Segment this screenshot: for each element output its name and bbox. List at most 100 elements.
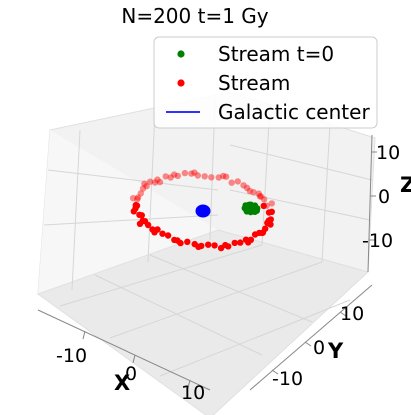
point-stream-8 [188, 170, 195, 177]
legend-label-stream-t0: Stream t=0 [218, 42, 334, 66]
point-stream-43 [231, 239, 238, 247]
point-stream-42 [205, 241, 212, 248]
y-tick-label: -10 [272, 368, 303, 390]
point-stream-50 [181, 169, 189, 177]
point-stream-14 [134, 196, 141, 203]
grid-line [229, 189, 371, 221]
point-stream-52 [139, 185, 147, 192]
x-tick [187, 379, 191, 389]
grid-line [147, 111, 156, 263]
x-tick [82, 330, 86, 340]
point-stream-73 [174, 237, 181, 244]
y-tick [304, 341, 312, 347]
y-tick-label: 0 [313, 337, 325, 359]
point-stream-11 [151, 179, 159, 186]
grid-line [94, 274, 263, 356]
point-stream-78 [267, 221, 274, 228]
legend-label-galactic-center: Galactic center [218, 100, 370, 124]
point-stream-35 [167, 174, 174, 181]
x-tick [132, 354, 136, 364]
y-axis-line [249, 284, 373, 391]
y-axis-label: Y [327, 339, 344, 363]
point-stream-34 [194, 172, 201, 179]
z-tick-label: 10 [376, 142, 400, 164]
grid-lines [43, 99, 373, 377]
point-stream-5 [228, 179, 235, 186]
grid-line [43, 214, 219, 226]
grid-line [321, 123, 331, 263]
point-stream-69 [129, 195, 137, 202]
point-stream-12 [143, 182, 150, 190]
x-tick-label: 10 [181, 382, 205, 404]
point-stream-71 [136, 220, 144, 227]
point-stream-19 [159, 230, 166, 237]
z-axis-label: Z [400, 173, 411, 197]
point-stream-3 [250, 189, 257, 196]
z-tick-label: -10 [362, 230, 393, 252]
y-tick [339, 311, 347, 317]
point-stream-62 [255, 190, 262, 197]
point-stream-21 [184, 238, 191, 245]
point-stream-74 [195, 243, 202, 250]
point-stream-6 [215, 174, 222, 181]
point-stream-75 [222, 241, 229, 249]
grid-line [149, 254, 313, 323]
point-stream-9 [174, 172, 181, 180]
x-tick-label: -10 [56, 345, 87, 367]
point-galactic-center-0 [195, 204, 211, 218]
legend-label-stream: Stream [218, 71, 290, 95]
point-stream-66 [171, 171, 178, 178]
grid-line [229, 144, 373, 181]
point-stream-76 [245, 239, 252, 246]
point-stream-7 [201, 173, 208, 180]
point-stream-46 [267, 216, 274, 223]
point-stream-79 [260, 202, 267, 210]
grid-line [71, 129, 81, 291]
legend-frame [153, 36, 378, 129]
y-tick [271, 369, 279, 375]
point-stream-31 [260, 196, 268, 203]
point-stream-4 [240, 182, 247, 189]
point-stream-68 [141, 180, 148, 187]
legend: Stream t=0 Stream Galactic center [153, 36, 378, 129]
point-stream-64 [220, 172, 227, 180]
point-stream-48 [234, 178, 241, 185]
point-stream-36 [147, 178, 154, 185]
x-axis-line [37, 309, 211, 391]
point-stream-10 [162, 173, 169, 180]
point-stream-32 [246, 187, 253, 195]
point-stream-70 [130, 208, 137, 215]
z-tick-label: 0 [378, 186, 390, 208]
point-stream-67 [154, 176, 161, 183]
point-stream-55 [144, 221, 152, 229]
x-axis-label: X [114, 371, 130, 395]
grid-line [109, 261, 323, 339]
point-stream-37 [134, 194, 142, 201]
point-stream-47 [256, 193, 264, 200]
grid-line [159, 299, 351, 377]
point-stream-49 [208, 174, 215, 181]
axes [37, 134, 377, 391]
point-stream-51 [156, 178, 164, 186]
point-stream-t-0-29 [251, 203, 258, 210]
z-axis-line [367, 134, 373, 273]
y-tick-label: 10 [340, 303, 364, 325]
point-stream-13 [137, 190, 144, 197]
legend-marker-stream-t0 [177, 50, 185, 58]
point-stream-63 [243, 184, 251, 191]
grid-line [47, 169, 219, 191]
grid-line [59, 244, 263, 307]
x-tick-label: 0 [125, 363, 137, 385]
point-stream-25 [237, 239, 244, 246]
legend-marker-stream [177, 79, 185, 87]
point-stream-2 [257, 193, 265, 200]
point-stream-61 [268, 200, 275, 207]
point-stream-53 [132, 201, 139, 209]
point-stream-44 [251, 231, 259, 238]
point-stream-72 [151, 229, 158, 236]
point-stream-54 [138, 212, 145, 219]
point-stream-30 [268, 208, 275, 215]
point-stream-33 [222, 173, 230, 180]
point-stream-56 [164, 232, 172, 239]
